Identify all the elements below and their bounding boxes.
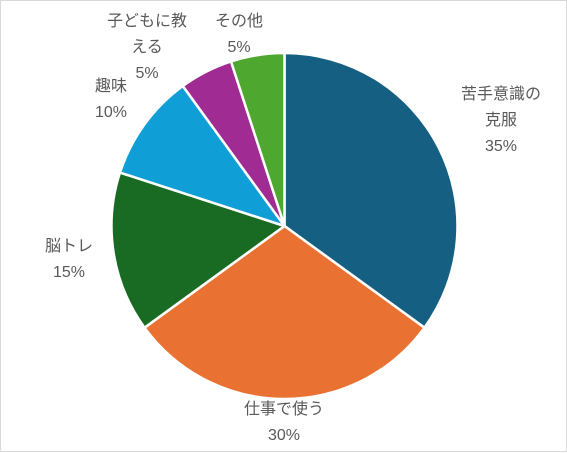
slice-category-label: その他 [215,11,263,30]
slice-percent-label: 15% [53,264,85,281]
slice-percent-label: 30% [268,427,300,444]
slice-percent-label: 5% [227,39,250,56]
slice-category-label: 脳トレ [45,236,93,255]
slice-category-label: 仕事で使う [244,399,324,418]
slice-category-label: 克服 [485,110,517,129]
pie-slice [229,51,286,228]
slice-category-label: 子どもに教 [107,11,187,30]
slice-percent-label: 5% [135,65,158,82]
slice-percent-label: 35% [485,138,517,155]
slice-category-label: 趣味 [95,76,127,95]
slice-percent-label: 10% [95,104,127,121]
pie-slices [110,51,459,401]
slice-category-label: える [131,37,163,56]
pie-slice [118,84,286,228]
pie-slice [283,51,459,329]
pie-slice [110,171,286,329]
pie-slice [143,224,426,401]
slice-category-label: 苦手意識の [461,84,541,103]
